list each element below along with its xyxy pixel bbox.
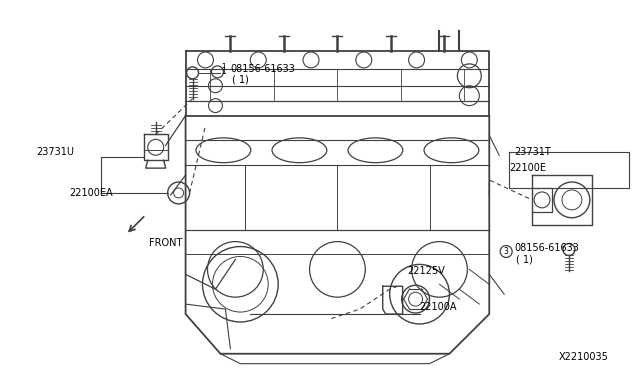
Text: X2210035: X2210035 [559,352,609,362]
Text: 1: 1 [221,67,226,76]
Text: 23731U: 23731U [36,147,74,157]
Text: ( 1): ( 1) [516,254,533,264]
Text: 22100E: 22100E [509,163,546,173]
Text: 22100A: 22100A [420,302,457,312]
Text: 08156-61633: 08156-61633 [230,64,295,74]
Text: 23731T: 23731T [514,147,551,157]
Text: FRONT: FRONT [148,238,182,248]
Text: 08156-61633: 08156-61633 [514,243,579,253]
Text: 22125V: 22125V [408,266,445,276]
Text: 1: 1 [221,63,226,73]
Text: 3: 3 [504,247,509,256]
Text: ( 1): ( 1) [232,75,249,85]
Text: 22100EA: 22100EA [69,188,113,198]
